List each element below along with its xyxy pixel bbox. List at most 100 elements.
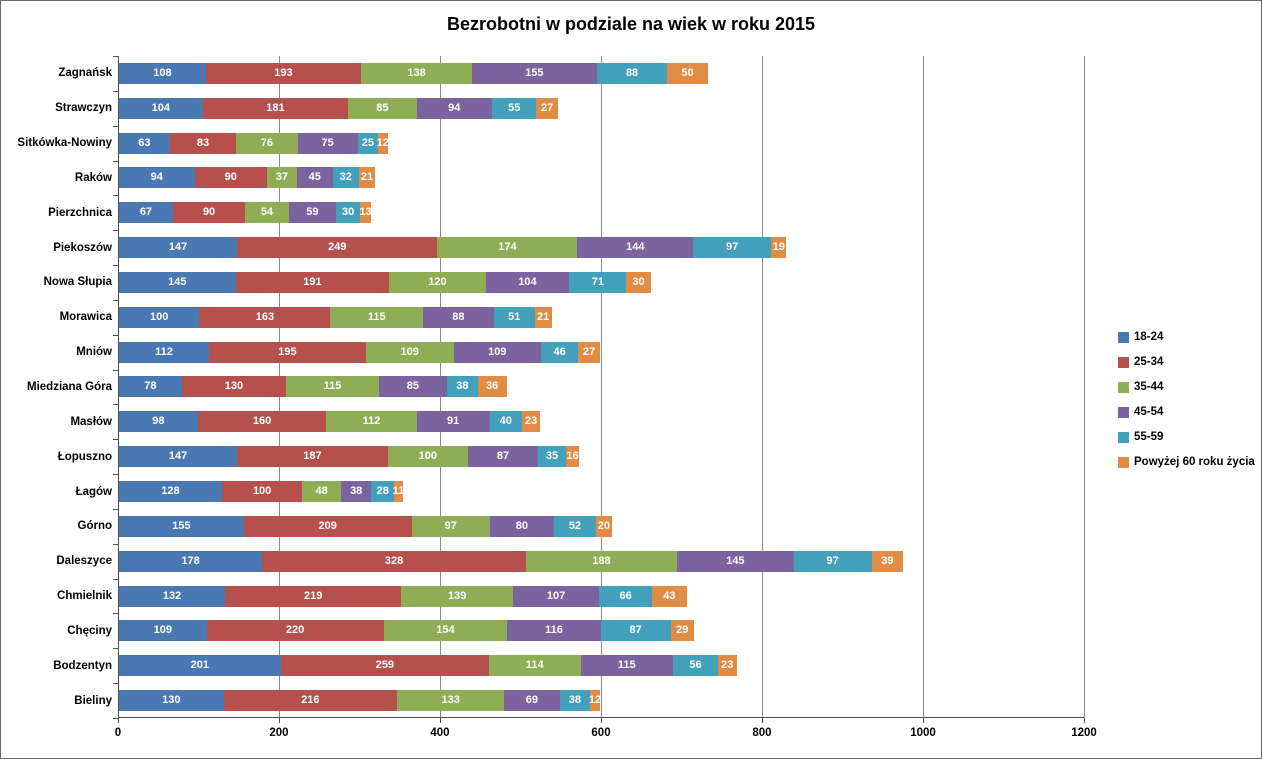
bar-value-label: 90 <box>224 171 237 184</box>
category-label: Zagnańsk <box>58 67 112 80</box>
x-axis-tick <box>761 718 763 723</box>
category-label: Nowa Słupia <box>43 276 112 289</box>
bar-row: 147 249 174 144 97 19 <box>119 230 1084 265</box>
x-axis-line <box>118 717 1084 718</box>
bar-segment: 100 <box>119 306 200 328</box>
bar-segment: 67 <box>119 202 173 224</box>
bar-segment: 188 <box>525 550 678 572</box>
category-axis-tick <box>113 195 118 197</box>
bar-value-label: 112 <box>155 345 173 358</box>
bar-value-label: 56 <box>689 659 702 672</box>
bar-value-label: 115 <box>367 310 386 323</box>
bar-value-label: 128 <box>161 485 180 497</box>
bar-segment: 88 <box>422 306 494 328</box>
bar-segment: 78 <box>119 376 182 398</box>
bar-value-label: 174 <box>498 241 517 254</box>
category-axis-tick <box>113 683 118 685</box>
bar-segment: 83 <box>169 132 237 154</box>
bar-value-label: 50 <box>681 66 694 79</box>
bar-segment: 63 <box>119 132 170 154</box>
x-tick-label: 800 <box>752 727 772 739</box>
legend-item: 45-54 <box>1118 406 1255 418</box>
bar-value-label: 88 <box>625 66 639 79</box>
bar-value-label: 90 <box>202 206 216 219</box>
bar-value-label: 187 <box>303 450 322 463</box>
bar-segment: 104 <box>485 271 570 293</box>
bar-segment: 88 <box>596 62 668 84</box>
gridline <box>923 56 924 718</box>
bar-segment: 109 <box>453 341 542 363</box>
category-label: Morawica <box>59 311 112 324</box>
legend-label: 35-44 <box>1134 381 1164 393</box>
bar-segment: 48 <box>302 481 341 502</box>
bar-row: 112 195 109 109 46 27 <box>119 335 1084 370</box>
bar-value-label: 38 <box>456 380 469 393</box>
bar-value-label: 59 <box>306 206 319 219</box>
category-axis-tick <box>113 369 118 371</box>
bar-row: 63 83 76 75 25 12 <box>119 126 1084 161</box>
bar-segment: 109 <box>365 341 454 363</box>
legend-swatch <box>1118 331 1129 343</box>
x-tick-label: 200 <box>269 727 289 739</box>
bar-segment: 66 <box>599 585 653 607</box>
bar-segment: 76 <box>236 132 298 154</box>
bar-value-label: 130 <box>162 694 181 707</box>
bar-segment: 108 <box>119 62 206 84</box>
category-axis-tick <box>113 439 118 441</box>
bar-value-label: 46 <box>553 345 566 358</box>
bar-value-label: 193 <box>274 66 293 79</box>
bar-segment: 163 <box>199 306 331 328</box>
bar-segment: 80 <box>489 515 555 537</box>
category-axis-tick <box>113 474 118 476</box>
bar-value-label: 35 <box>545 450 559 463</box>
bar-value-label: 259 <box>375 659 394 672</box>
bar-value-label: 155 <box>172 519 191 532</box>
bar-segment: 219 <box>225 585 402 607</box>
bar-value-label: 139 <box>447 589 467 602</box>
bar-value-label: 120 <box>428 275 447 288</box>
bar-segment: 30 <box>626 271 651 293</box>
category-label: Chmielnik <box>57 590 112 603</box>
bar-value-label: 71 <box>591 275 604 288</box>
bar-segment: 20 <box>595 515 612 537</box>
bar-segment: 39 <box>871 550 904 572</box>
bar-value-label: 88 <box>452 310 465 323</box>
bar-segment: 97 <box>693 237 772 259</box>
bar-value-label: 21 <box>537 310 550 323</box>
category-axis-tick <box>113 543 118 545</box>
bar-segment: 160 <box>197 411 327 433</box>
category-label: Miedziana Góra <box>27 380 112 393</box>
bar-row: 109 220 154 116 87 29 <box>119 613 1084 648</box>
bar-value-label: 13 <box>359 206 372 219</box>
bar-segment: 139 <box>401 585 514 607</box>
bar-value-label: 104 <box>151 101 170 114</box>
bar-value-label: 147 <box>168 241 188 254</box>
bar-segment: 19 <box>771 237 787 259</box>
chart-title: Bezrobotni w podziale na wiek w roku 201… <box>446 14 816 34</box>
bar-value-label: 37 <box>275 171 288 184</box>
bar-segment: 25 <box>357 132 378 154</box>
bar-segment: 249 <box>237 237 438 259</box>
bar-value-label: 104 <box>518 275 537 288</box>
bar-segment: 112 <box>119 341 210 363</box>
bar-value-label: 107 <box>546 589 566 602</box>
bar-row: 147 187 100 87 35 16 <box>119 439 1084 474</box>
x-axis-tick <box>118 718 119 723</box>
bar-segment: 155 <box>472 62 597 84</box>
bar-segment: 195 <box>209 341 366 363</box>
bar-segment: 154 <box>383 620 508 642</box>
bar-value-label: 147 <box>168 450 188 463</box>
bar-segment: 191 <box>235 271 390 293</box>
bar-segment: 12 <box>589 690 601 712</box>
bar-value-label: 12 <box>376 136 389 149</box>
category-axis-tick <box>113 613 118 615</box>
bar-segment: 69 <box>504 690 560 712</box>
category-axis-tick <box>113 160 118 162</box>
bar-segment: 145 <box>677 550 794 572</box>
bar-value-label: 25 <box>361 136 374 149</box>
bar-value-label: 87 <box>629 624 642 637</box>
bar-value-label: 30 <box>632 275 645 288</box>
bar-segment: 130 <box>181 376 287 398</box>
bar-value-label: 29 <box>676 624 689 637</box>
bar-value-label: 191 <box>303 275 322 288</box>
